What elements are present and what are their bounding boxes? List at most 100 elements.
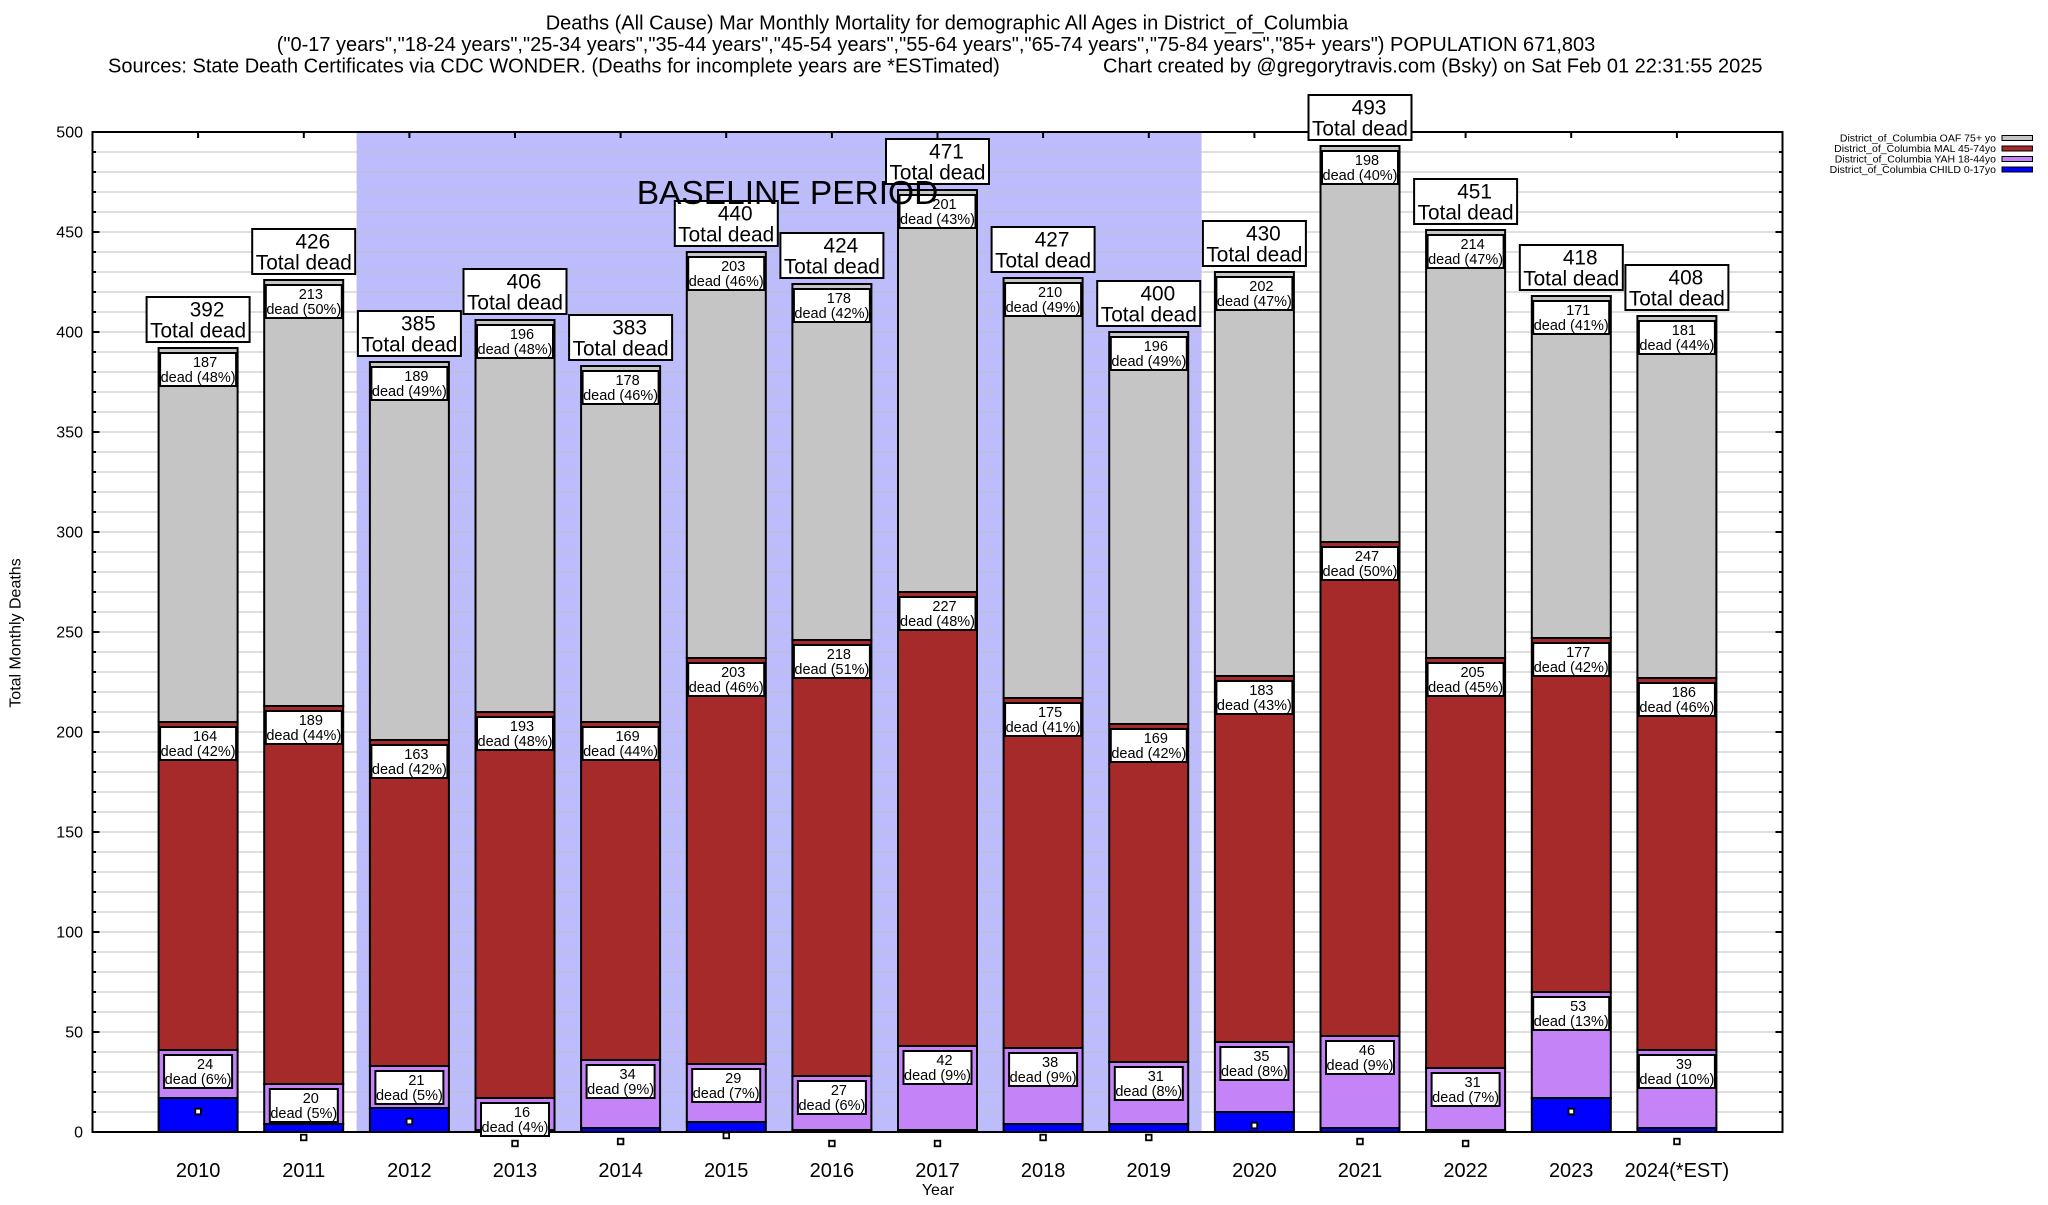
- svg-text:427: 427: [1035, 229, 1070, 252]
- svg-text:202: 202: [1249, 279, 1273, 295]
- svg-text:dead (41%): dead (41%): [1006, 720, 1081, 736]
- svg-text:2013: 2013: [493, 1160, 538, 1182]
- svg-text:183: 183: [1249, 683, 1273, 699]
- svg-text:31: 31: [1148, 1069, 1164, 1085]
- svg-text:dead (46%): dead (46%): [689, 274, 764, 290]
- svg-text:dead (42%): dead (42%): [794, 306, 869, 322]
- svg-text:dead (42%): dead (42%): [1534, 660, 1609, 676]
- svg-text:dead (8%): dead (8%): [1115, 1084, 1182, 1100]
- svg-text:Total dead: Total dead: [678, 224, 774, 247]
- svg-text:Total dead: Total dead: [573, 338, 669, 361]
- svg-text:205: 205: [1460, 665, 1484, 681]
- svg-text:383: 383: [612, 317, 647, 340]
- svg-text:203: 203: [721, 665, 745, 681]
- svg-text:dead (44%): dead (44%): [583, 744, 658, 760]
- svg-text:Total dead: Total dead: [890, 162, 986, 185]
- svg-text:171: 171: [1566, 303, 1590, 319]
- svg-text:2010: 2010: [176, 1160, 221, 1182]
- svg-text:29: 29: [725, 1071, 741, 1087]
- svg-text:dead (49%): dead (49%): [1006, 300, 1081, 316]
- svg-text:187: 187: [193, 355, 217, 371]
- svg-text:150: 150: [56, 825, 83, 842]
- svg-text:dead (6%): dead (6%): [165, 1072, 232, 1088]
- svg-text:196: 196: [510, 327, 534, 343]
- svg-text:Total dead: Total dead: [1312, 118, 1408, 141]
- svg-text:350: 350: [56, 425, 83, 442]
- svg-text:Total dead: Total dead: [1629, 288, 1725, 311]
- svg-text:440: 440: [718, 203, 753, 226]
- svg-text:dead (47%): dead (47%): [1217, 294, 1292, 310]
- svg-text:21: 21: [408, 1073, 424, 1089]
- svg-text:178: 178: [615, 373, 639, 389]
- svg-text:418: 418: [1563, 247, 1598, 270]
- svg-text:Total dead: Total dead: [995, 250, 1091, 273]
- svg-text:dead (49%): dead (49%): [1111, 354, 1186, 370]
- svg-text:dead (48%): dead (48%): [478, 342, 553, 358]
- svg-text:2019: 2019: [1127, 1160, 1172, 1182]
- svg-text:Total dead: Total dead: [467, 292, 563, 315]
- svg-text:2014: 2014: [598, 1160, 643, 1182]
- svg-text:BASELINE PERIOD: BASELINE PERIOD: [637, 175, 939, 212]
- svg-text:20: 20: [303, 1091, 319, 1107]
- svg-text:196: 196: [1144, 339, 1168, 355]
- svg-text:dead (50%): dead (50%): [1323, 564, 1398, 580]
- svg-text:46: 46: [1359, 1043, 1375, 1059]
- svg-text:493: 493: [1352, 97, 1387, 120]
- svg-text:424: 424: [824, 235, 859, 258]
- svg-text:177: 177: [1566, 645, 1590, 661]
- svg-text:38: 38: [1042, 1055, 1058, 1071]
- svg-text:Total dead: Total dead: [150, 320, 246, 343]
- svg-text:Total dead: Total dead: [784, 256, 880, 279]
- svg-text:0: 0: [74, 1125, 83, 1142]
- svg-text:210: 210: [1038, 285, 1062, 301]
- svg-text:Year: Year: [922, 1182, 955, 1199]
- svg-text:2012: 2012: [387, 1160, 432, 1182]
- svg-text:District_of_Columbia OAF 75+ y: District_of_Columbia OAF 75+ yo: [1840, 133, 1996, 145]
- svg-text:dead (7%): dead (7%): [1432, 1090, 1499, 1106]
- svg-text:450: 450: [56, 225, 83, 242]
- svg-text:dead (5%): dead (5%): [270, 1106, 337, 1122]
- svg-text:2011: 2011: [282, 1160, 325, 1182]
- svg-text:dead (10%): dead (10%): [1639, 1072, 1714, 1088]
- svg-text:392: 392: [190, 299, 225, 322]
- svg-text:dead (6%): dead (6%): [798, 1098, 865, 1114]
- svg-text:169: 169: [1144, 731, 1168, 747]
- svg-text:198: 198: [1355, 153, 1379, 169]
- svg-text:Total dead: Total dead: [1418, 202, 1514, 225]
- svg-text:400: 400: [56, 325, 83, 342]
- svg-text:34: 34: [620, 1067, 636, 1083]
- svg-text:214: 214: [1460, 237, 1484, 253]
- svg-text:300: 300: [56, 525, 83, 542]
- svg-text:430: 430: [1246, 223, 1281, 246]
- svg-text:2023: 2023: [1549, 1160, 1594, 1182]
- svg-text:2022: 2022: [1443, 1160, 1488, 1182]
- svg-text:250: 250: [56, 625, 83, 642]
- svg-text:2024(*EST): 2024(*EST): [1625, 1160, 1730, 1182]
- svg-text:189: 189: [299, 713, 323, 729]
- svg-text:dead (44%): dead (44%): [266, 728, 341, 744]
- svg-text:dead (40%): dead (40%): [1323, 168, 1398, 184]
- svg-text:dead (9%): dead (9%): [904, 1068, 971, 1084]
- svg-text:dead (9%): dead (9%): [587, 1082, 654, 1098]
- svg-text:400: 400: [1140, 283, 1175, 306]
- svg-text:247: 247: [1355, 549, 1379, 565]
- svg-text:16: 16: [514, 1105, 530, 1121]
- svg-text:24: 24: [197, 1057, 213, 1073]
- svg-text:451: 451: [1457, 181, 1492, 204]
- svg-text:dead (47%): dead (47%): [1428, 252, 1503, 268]
- svg-text:Total dead: Total dead: [1206, 244, 1302, 267]
- svg-text:406: 406: [507, 271, 542, 294]
- svg-text:District_of_Columbia CHILD 0-1: District_of_Columbia CHILD 0-17yo: [1830, 164, 1996, 176]
- svg-text:Total dead: Total dead: [256, 252, 352, 275]
- svg-text:dead (50%): dead (50%): [266, 302, 341, 318]
- svg-text:169: 169: [615, 729, 639, 745]
- svg-text:dead (8%): dead (8%): [1221, 1064, 1288, 1080]
- svg-text:181: 181: [1672, 323, 1696, 339]
- svg-text:39: 39: [1676, 1057, 1692, 1073]
- svg-text:dead (41%): dead (41%): [1534, 318, 1609, 334]
- svg-text:dead (42%): dead (42%): [372, 762, 447, 778]
- svg-text:dead (51%): dead (51%): [794, 662, 869, 678]
- svg-text:dead (46%): dead (46%): [689, 680, 764, 696]
- svg-text:186: 186: [1672, 685, 1696, 701]
- svg-text:385: 385: [401, 313, 436, 336]
